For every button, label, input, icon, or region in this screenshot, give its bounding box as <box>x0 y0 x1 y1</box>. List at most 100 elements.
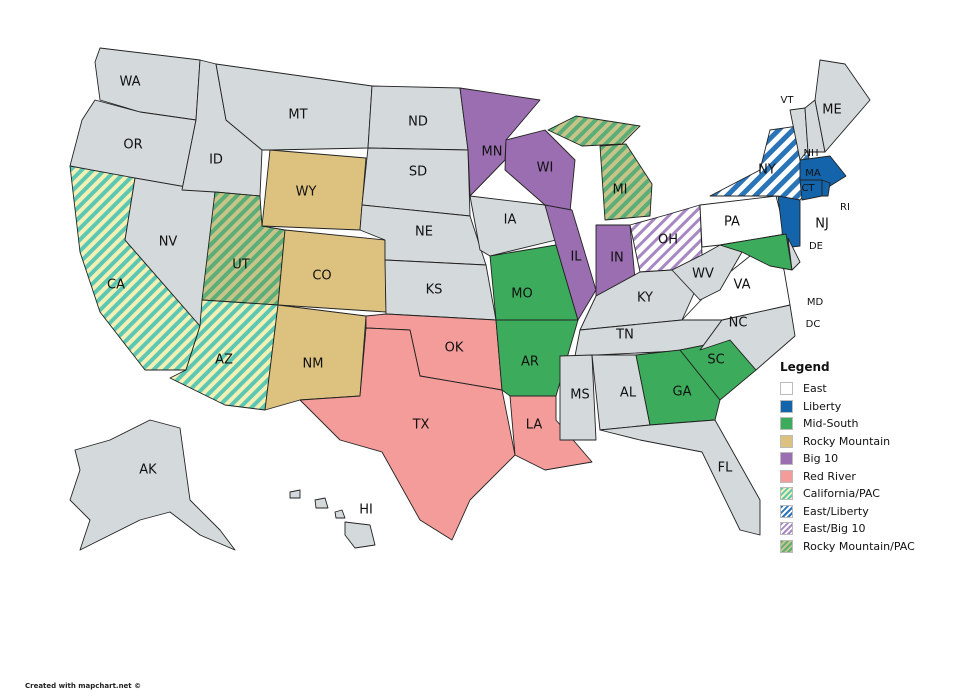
state-hi <box>344 521 376 549</box>
state-label-oh: OH <box>658 233 678 248</box>
state-sd <box>361 147 471 217</box>
state-label-ga: GA <box>673 385 692 400</box>
legend-swatch <box>780 487 793 501</box>
legend-label: Big 10 <box>803 452 839 466</box>
state-label-tn: TN <box>615 328 634 343</box>
state-label-ok: OK <box>445 341 464 356</box>
state-label-la: LA <box>526 418 543 433</box>
state-hi <box>289 489 301 499</box>
legend-label: Mid-South <box>803 417 859 431</box>
legend-item: Liberty <box>780 398 915 416</box>
state-label-in: IN <box>610 251 624 266</box>
legend-swatch <box>780 399 793 413</box>
state-label-wy: WY <box>296 185 317 200</box>
legend-label: Rocky Mountain <box>803 434 891 448</box>
state-label-vt: VT <box>781 95 795 106</box>
state-label-md: MD <box>807 297 824 308</box>
legend-swatch <box>780 469 793 483</box>
state-label-nm: NM <box>303 357 324 372</box>
legend-swatch <box>780 522 793 536</box>
state-label-wv: WV <box>692 267 714 282</box>
state-label-ia: IA <box>504 213 517 228</box>
state-label-ny: NY <box>758 163 776 178</box>
state-label-ak: AK <box>139 463 157 478</box>
state-label-il: IL <box>570 250 582 265</box>
state-label-ca: CA <box>107 278 125 293</box>
state-ma <box>799 155 847 187</box>
state-label-ri: RI <box>840 202 850 213</box>
state-label-de: DE <box>809 241 823 252</box>
state-fl <box>599 419 761 536</box>
state-label-ct: CT <box>801 183 815 194</box>
legend-item: Rocky Mountain <box>780 433 915 451</box>
state-label-me: ME <box>822 103 841 118</box>
legend-label: Liberty <box>803 399 842 413</box>
legend-item: California/PAC <box>780 485 915 503</box>
state-label-ma: MA <box>805 168 821 179</box>
legend-item: East <box>780 380 915 398</box>
legend-swatch <box>780 539 793 553</box>
state-label-dc: DC <box>806 319 821 330</box>
state-me <box>814 59 871 153</box>
legend: Legend East Liberty Mid-South Rocky Mountai… <box>780 360 915 555</box>
state-label-mt: MT <box>288 108 307 123</box>
state-label-pa: PA <box>724 215 740 230</box>
state-hi <box>314 497 329 509</box>
legend-item: Mid-South <box>780 415 915 433</box>
state-label-nv: NV <box>159 235 178 250</box>
state-label-va: VA <box>734 278 751 293</box>
state-ia <box>469 195 557 257</box>
state-il <box>544 204 597 321</box>
state-label-sc: SC <box>707 353 724 368</box>
state-md <box>719 233 793 271</box>
state-label-hi: HI <box>359 503 373 518</box>
state-ak <box>69 419 236 551</box>
legend-swatch <box>780 504 793 518</box>
state-label-ne: NE <box>415 225 433 240</box>
state-label-id: ID <box>209 153 223 168</box>
state-label-ar: AR <box>521 355 539 370</box>
legend-item: Rocky Mountain/PAC <box>780 538 915 556</box>
state-label-ms: MS <box>570 388 589 403</box>
state-label-tx: TX <box>412 418 430 433</box>
state-ms <box>559 354 597 441</box>
state-tx <box>299 327 516 541</box>
legend-label: California/PAC <box>803 487 880 501</box>
legend-swatch <box>780 417 793 431</box>
state-label-mo: MO <box>511 287 532 302</box>
state-label-co: CO <box>312 269 331 284</box>
legend-label: Rocky Mountain/PAC <box>803 539 915 553</box>
state-label-fl: FL <box>718 461 733 476</box>
state-label-nj: NJ <box>815 217 829 232</box>
state-label-al: AL <box>620 386 637 401</box>
legend-item: Big 10 <box>780 450 915 468</box>
credit-text: Created with mapchart.net © <box>25 682 142 690</box>
legend-swatch <box>780 452 793 466</box>
legend-label: East/Liberty <box>803 504 869 518</box>
state-hi <box>334 509 346 519</box>
state-ga <box>635 349 721 426</box>
state-de <box>787 237 801 271</box>
legend-swatch <box>780 382 793 396</box>
legend-title: Legend <box>780 360 830 374</box>
legend-label: Red River <box>803 469 856 483</box>
state-label-ut: UT <box>232 258 250 273</box>
state-label-nc: NC <box>729 316 748 331</box>
state-label-sd: SD <box>409 165 427 180</box>
state-label-nh: NH <box>804 148 819 159</box>
state-label-mi: MI <box>612 183 627 198</box>
legend-item: East/Liberty <box>780 503 915 521</box>
state-label-wa: WA <box>119 75 140 90</box>
state-label-wi: WI <box>537 161 554 176</box>
legend-item: East/Big 10 <box>780 520 915 538</box>
state-label-or: OR <box>123 138 142 153</box>
legend-label: East <box>803 382 827 396</box>
state-label-ky: KY <box>637 291 653 306</box>
state-la <box>509 395 593 471</box>
state-label-az: AZ <box>215 353 233 368</box>
legend-item: Red River <box>780 468 915 486</box>
state-mi <box>547 115 641 147</box>
state-co <box>277 229 387 313</box>
state-ri <box>821 179 831 197</box>
